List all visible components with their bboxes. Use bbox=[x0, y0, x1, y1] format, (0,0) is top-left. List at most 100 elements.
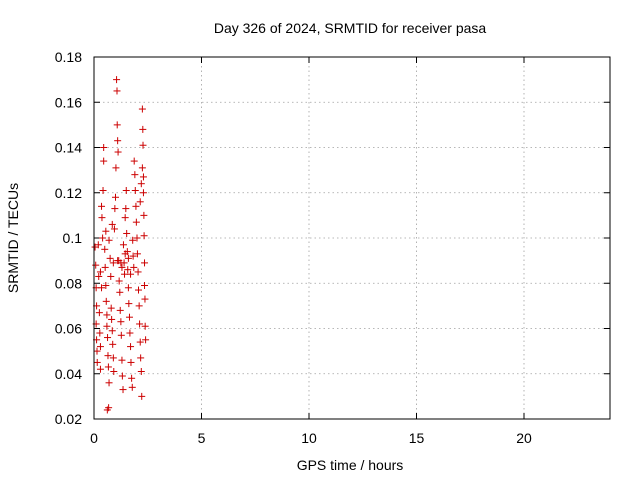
data-point bbox=[113, 76, 121, 84]
data-point bbox=[107, 304, 115, 312]
data-point bbox=[127, 343, 135, 351]
data-point bbox=[136, 198, 144, 206]
data-point bbox=[107, 272, 115, 280]
data-point bbox=[109, 354, 117, 362]
x-tick-label: 5 bbox=[198, 430, 206, 446]
plot-frame bbox=[93, 56, 611, 420]
data-point bbox=[95, 272, 103, 280]
data-point bbox=[138, 164, 146, 172]
data-point bbox=[105, 404, 113, 412]
data-point bbox=[127, 270, 135, 278]
data-point bbox=[140, 211, 148, 219]
data-point bbox=[137, 354, 145, 362]
data-point bbox=[112, 164, 120, 172]
data-point bbox=[140, 232, 148, 240]
data-point bbox=[139, 141, 147, 149]
data-point bbox=[93, 358, 101, 366]
y-tick-label: 0.06 bbox=[55, 321, 82, 337]
grid-lines bbox=[94, 57, 610, 419]
data-point bbox=[117, 331, 125, 339]
data-point bbox=[110, 225, 118, 233]
data-point bbox=[133, 234, 141, 242]
data-point bbox=[118, 263, 126, 271]
y-tick-label: 0.04 bbox=[55, 366, 82, 382]
data-point bbox=[139, 173, 147, 181]
data-point bbox=[105, 236, 113, 244]
data-point bbox=[136, 338, 144, 346]
data-point bbox=[100, 157, 108, 165]
data-point bbox=[124, 254, 132, 262]
data-point bbox=[101, 263, 109, 271]
data-point bbox=[125, 300, 133, 308]
data-point bbox=[116, 306, 124, 314]
data-point bbox=[109, 340, 117, 348]
data-point bbox=[100, 144, 108, 151]
data-point bbox=[127, 358, 135, 366]
data-point bbox=[129, 252, 137, 260]
data-point bbox=[98, 284, 106, 292]
data-point bbox=[128, 374, 136, 382]
data-point bbox=[141, 282, 149, 290]
data-point bbox=[108, 327, 116, 335]
data-point bbox=[122, 205, 130, 213]
data-point bbox=[122, 186, 130, 194]
data-point bbox=[139, 125, 147, 133]
y-tick-label: 0.18 bbox=[55, 49, 82, 65]
y-tick-label: 0.08 bbox=[55, 275, 82, 291]
data-point bbox=[102, 297, 110, 305]
data-point bbox=[124, 284, 132, 292]
data-point bbox=[103, 311, 111, 319]
data-point bbox=[136, 320, 144, 328]
data-point bbox=[95, 309, 103, 317]
data-point bbox=[99, 234, 107, 242]
data-point bbox=[134, 268, 142, 276]
data-point bbox=[96, 343, 104, 351]
data-point bbox=[112, 193, 119, 201]
y-tick-label: 0.1 bbox=[63, 230, 83, 246]
data-point bbox=[109, 259, 117, 267]
data-point bbox=[104, 363, 112, 371]
data-point bbox=[115, 277, 123, 285]
data-point bbox=[131, 186, 139, 194]
data-point bbox=[93, 347, 101, 355]
data-point bbox=[135, 302, 143, 310]
data-point bbox=[104, 352, 112, 360]
data-point bbox=[124, 266, 132, 274]
x-tick-labels: 0 5 10 15 20 bbox=[90, 430, 532, 446]
data-point bbox=[114, 137, 122, 145]
data-point bbox=[96, 268, 104, 276]
data-point bbox=[130, 157, 138, 165]
data-point bbox=[117, 259, 125, 267]
data-points bbox=[91, 76, 150, 414]
data-point bbox=[114, 148, 122, 156]
data-point bbox=[106, 254, 114, 262]
data-point bbox=[135, 286, 143, 294]
data-point bbox=[141, 295, 149, 303]
data-point bbox=[126, 329, 134, 337]
data-point bbox=[121, 270, 129, 278]
data-point bbox=[110, 367, 118, 375]
data-point bbox=[92, 261, 100, 269]
data-point bbox=[132, 218, 140, 226]
data-point bbox=[137, 180, 145, 188]
data-point bbox=[102, 282, 110, 290]
data-point bbox=[132, 202, 140, 210]
data-point bbox=[118, 356, 126, 364]
y-tick-label: 0.16 bbox=[55, 94, 82, 110]
y-tick-label: 0.02 bbox=[55, 411, 82, 427]
data-point bbox=[113, 87, 121, 95]
x-tick-label: 0 bbox=[90, 430, 98, 446]
data-point bbox=[119, 386, 127, 394]
data-point bbox=[119, 241, 127, 249]
data-point bbox=[116, 288, 124, 296]
data-point bbox=[96, 365, 104, 373]
data-point bbox=[128, 383, 136, 391]
data-point bbox=[118, 372, 126, 380]
data-point bbox=[129, 236, 137, 244]
y-tick-labels: 0.02 0.04 0.06 0.08 0.1 0.12 0.14 0.16 0.18 bbox=[55, 49, 82, 427]
data-point bbox=[111, 205, 119, 213]
data-point bbox=[141, 259, 149, 267]
data-point bbox=[103, 322, 111, 330]
data-point bbox=[121, 214, 129, 222]
data-point bbox=[123, 229, 131, 237]
